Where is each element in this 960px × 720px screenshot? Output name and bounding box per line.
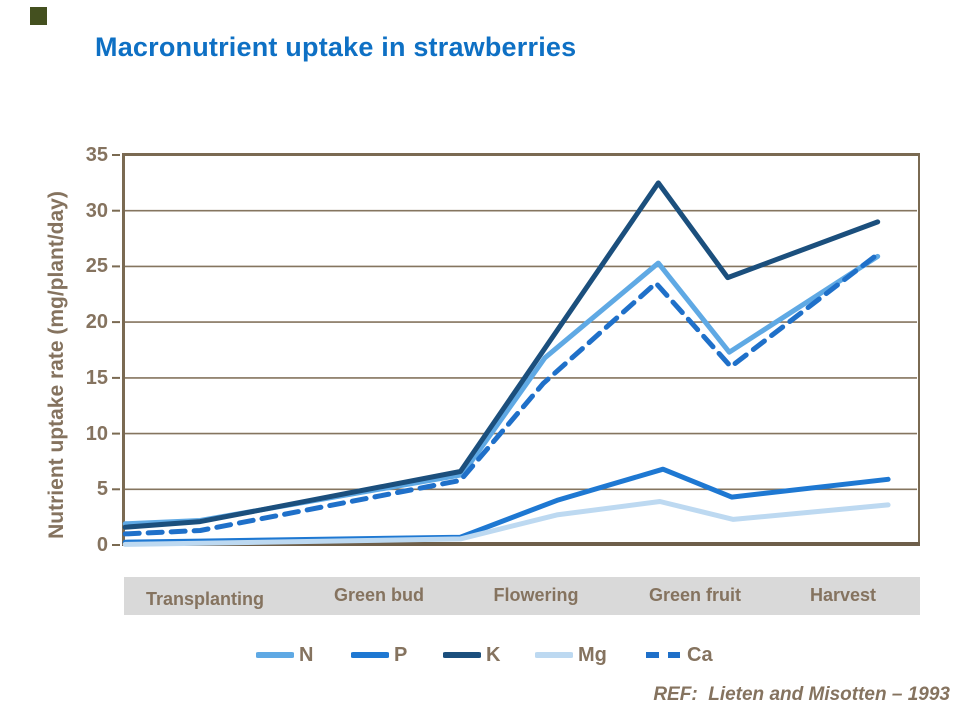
legend-item-P: P xyxy=(351,640,407,670)
legend-item-N: N xyxy=(256,640,313,670)
legend-swatch-K xyxy=(443,652,481,658)
x-axis-category-band: Transplanting Green bud Flowering Green fru… xyxy=(124,577,920,615)
reference-citation: REF: Lieten and Misotten – 1993 xyxy=(653,684,950,705)
category-label-harvest: Harvest xyxy=(809,585,877,605)
series-line-N xyxy=(122,253,881,527)
series-line-Mg xyxy=(122,499,891,547)
category-label-flowering: Flowering xyxy=(493,585,579,605)
y-tick-label-30: 30 xyxy=(85,199,108,222)
legend-swatch-N xyxy=(256,652,294,658)
legend-label-Ca: Ca xyxy=(687,644,713,666)
legend-swatch-Ca xyxy=(646,652,680,658)
legend-label-P: P xyxy=(394,644,408,666)
y-tick-label-20: 20 xyxy=(85,311,108,334)
y-tick-label-10: 10 xyxy=(85,422,108,445)
legend-swatch-Mg xyxy=(535,652,573,658)
category-label-green-fruit: Green fruit xyxy=(648,585,742,605)
corner-logo-mark xyxy=(30,7,47,25)
y-tick-label-15: 15 xyxy=(85,366,108,389)
series-line-Ca xyxy=(122,251,881,537)
series-line-K xyxy=(122,180,881,530)
legend-swatch-P xyxy=(351,652,389,658)
legend-item-Ca: Ca xyxy=(644,640,713,670)
page-title: Macronutrient uptake in strawberries xyxy=(95,32,577,62)
legend-item-K: K xyxy=(443,640,500,670)
chart-legend: N P K Mg Ca xyxy=(0,640,960,670)
legend-label-Mg: Mg xyxy=(578,644,607,666)
category-label-transplanting: Transplanting xyxy=(145,589,265,609)
y-tick-label-35: 35 xyxy=(85,144,108,166)
line-chart-plot xyxy=(112,153,920,547)
category-label-green-bud: Green bud xyxy=(333,585,425,605)
legend-item-Mg: Mg xyxy=(535,640,607,670)
series-line-P xyxy=(122,466,891,545)
legend-label-K: K xyxy=(486,644,501,666)
y-tick-label-0: 0 xyxy=(96,534,108,556)
legend-label-N: N xyxy=(299,644,314,666)
y-tick-label-5: 5 xyxy=(96,478,108,501)
y-tick-label-25: 25 xyxy=(85,255,108,278)
